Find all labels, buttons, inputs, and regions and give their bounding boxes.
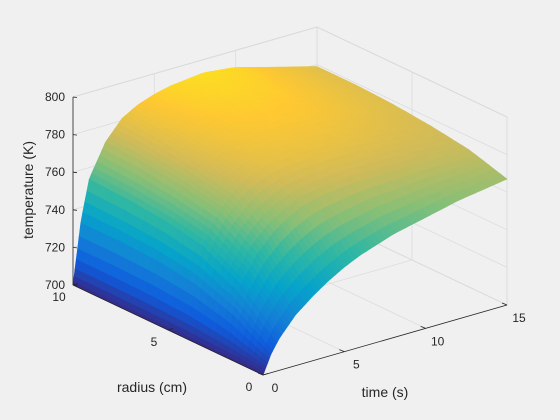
z-tick-mark: [72, 247, 78, 249]
z-tick-label: 800: [45, 90, 65, 104]
z-tick-mark: [72, 96, 78, 98]
z-tick-label: 700: [45, 278, 65, 292]
z-tick-label: 780: [45, 128, 65, 142]
temperature-surface: [72, 66, 508, 376]
x-tick-mark: [420, 325, 426, 329]
z-tick-mark: [72, 134, 78, 136]
x-tick-label: 0: [272, 381, 279, 395]
x-tick-mark: [257, 372, 264, 376]
x-tick-label: 10: [431, 334, 445, 348]
y-axis-ticks: 0 5 10: [52, 283, 269, 394]
z-tick-label: 740: [45, 203, 65, 217]
y-tick-label: 10: [52, 290, 66, 304]
y-tick-mark: [167, 328, 174, 331]
z-axis-ticks: 700 720 740 760 780 800: [45, 90, 78, 292]
x-tick-mark: [501, 302, 508, 306]
x-tick-mark: [339, 349, 345, 353]
z-axis-label: temperature (K): [20, 141, 36, 239]
y-axis-label: radius (cm): [117, 379, 187, 395]
y-tick-mark: [72, 283, 79, 286]
y-tick-label: 5: [151, 335, 158, 349]
z-tick-mark: [72, 209, 78, 211]
y-tick-label: 0: [246, 380, 253, 394]
z-tick-mark: [72, 171, 78, 174]
y-tick-mark: [262, 373, 269, 376]
x-tick-label: 15: [512, 311, 526, 325]
x-axis-ticks: 0 5 10 15: [257, 302, 526, 395]
x-axis-label: time (s): [362, 384, 409, 400]
z-tick-label: 720: [45, 240, 65, 254]
z-tick-label: 760: [45, 165, 65, 179]
x-tick-label: 5: [353, 358, 360, 372]
x-axis-line: [262, 304, 508, 376]
